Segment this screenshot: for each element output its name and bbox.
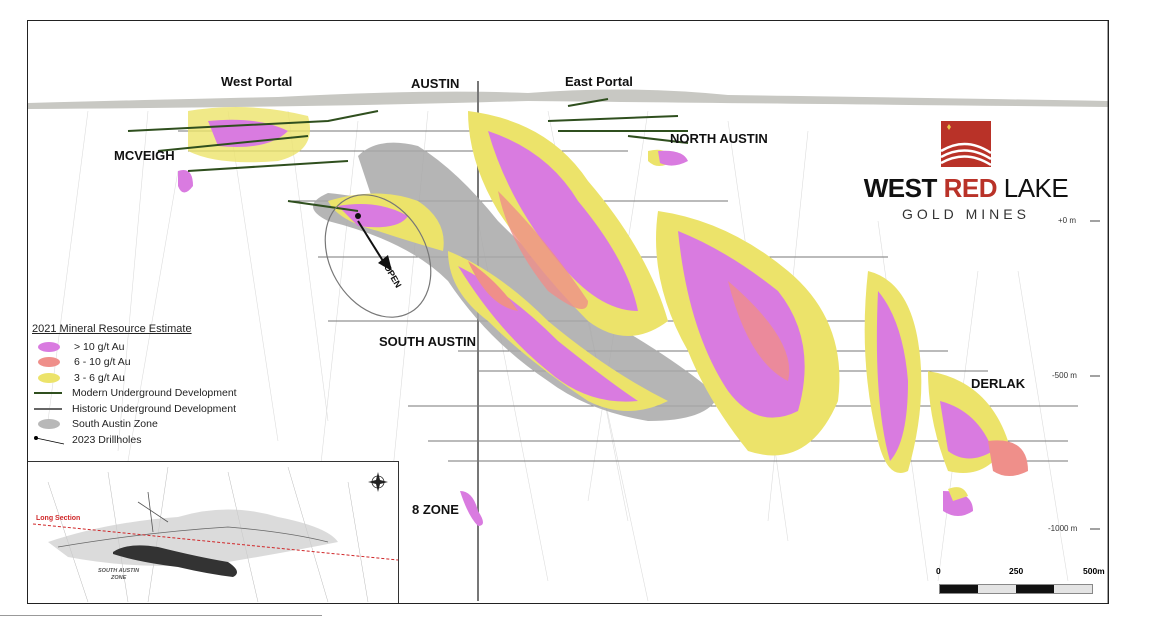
- tick-1000m: -1000 m: [1048, 524, 1078, 533]
- topography-surface: [28, 89, 1108, 109]
- map-canvas: [28, 21, 1108, 603]
- tick-500m: -500 m: [1052, 371, 1077, 380]
- logo-lake: LAKE: [1003, 173, 1069, 203]
- label-south-austin: SOUTH AUSTIN: [379, 334, 477, 349]
- inset-map: Long Section SOUTH AUSTIN ZONE: [32, 466, 398, 603]
- legend-item: 6 - 10 g/t Au: [32, 355, 237, 371]
- gray-swatch-icon: [38, 419, 60, 430]
- tick-0m: +0 m: [1058, 216, 1077, 225]
- legend-item: Modern Underground Development: [32, 386, 237, 402]
- logo-west: WEST: [863, 173, 938, 203]
- legend: 2021 Mineral Resource Estimate > 10 g/t …: [32, 323, 237, 448]
- plan-view-inset: Long Section SOUTH AUSTIN ZONE: [28, 461, 399, 603]
- modern-development: [127, 98, 689, 212]
- red-swatch-icon: [38, 357, 60, 368]
- resource-blocks: [178, 107, 1028, 526]
- inset-zone-label: SOUTH AUSTIN: [98, 568, 140, 574]
- label-austin: AUSTIN: [411, 76, 460, 91]
- inset-south-austin-zone: [113, 545, 237, 577]
- open-target-ellipse: [324, 194, 432, 318]
- long-section-map: West Portal AUSTIN East Portal NORTH AUS…: [27, 20, 1109, 604]
- legend-item: 2023 Drillholes: [32, 432, 237, 448]
- open-arrow: [355, 213, 392, 271]
- logo-red: RED: [943, 173, 998, 203]
- label-north-austin: NORTH AUSTIN: [670, 131, 768, 146]
- legend-label: 3 - 6 g/t Au: [74, 371, 125, 384]
- legend-item: 3 - 6 g/t Au: [32, 370, 237, 386]
- legend-title: 2021 Mineral Resource Estimate: [32, 323, 192, 335]
- legend-item: Historic Underground Development: [32, 401, 237, 417]
- yellow-swatch-icon: [38, 372, 60, 383]
- legend-label: 2023 Drillholes: [72, 433, 142, 446]
- inset-long-section-label: Long Section: [36, 515, 80, 522]
- legend-item: South Austin Zone: [32, 417, 237, 433]
- west-red-lake-logo: WEST RED LAKE GOLD MINES: [846, 121, 1086, 222]
- purple-swatch-icon: [38, 341, 60, 352]
- legend-item: > 10 g/t Au: [32, 339, 237, 355]
- green-line-icon: [34, 392, 62, 395]
- scale-tick: 500m: [1083, 566, 1105, 576]
- legend-label: Modern Underground Development: [72, 387, 237, 400]
- label-east-portal: East Portal: [565, 74, 633, 89]
- legend-label: 6 - 10 g/t Au: [74, 356, 131, 369]
- legend-label: South Austin Zone: [72, 418, 158, 431]
- gray-line-icon: [34, 407, 62, 410]
- scale-tick: 250: [1009, 566, 1024, 576]
- legend-label: > 10 g/t Au: [74, 340, 125, 353]
- legend-label: Historic Underground Development: [72, 402, 236, 415]
- label-mcveigh: MCVEIGH: [114, 148, 175, 163]
- compass-rose-icon: [368, 472, 388, 492]
- long-section-line: [32, 523, 398, 561]
- label-west-portal: West Portal: [221, 74, 293, 89]
- elevation-axis: [1090, 21, 1108, 603]
- drillhole-icon: [34, 435, 65, 445]
- logo-gold-mines: GOLD MINES: [902, 206, 1030, 222]
- inset-zone-label: ZONE: [110, 575, 127, 581]
- label-derlak: DERLAK: [971, 376, 1026, 391]
- label-8-zone: 8 ZONE: [412, 502, 459, 517]
- scale-tick: 0: [936, 566, 941, 576]
- divider: [0, 615, 322, 616]
- logo-mark-icon: [941, 121, 991, 167]
